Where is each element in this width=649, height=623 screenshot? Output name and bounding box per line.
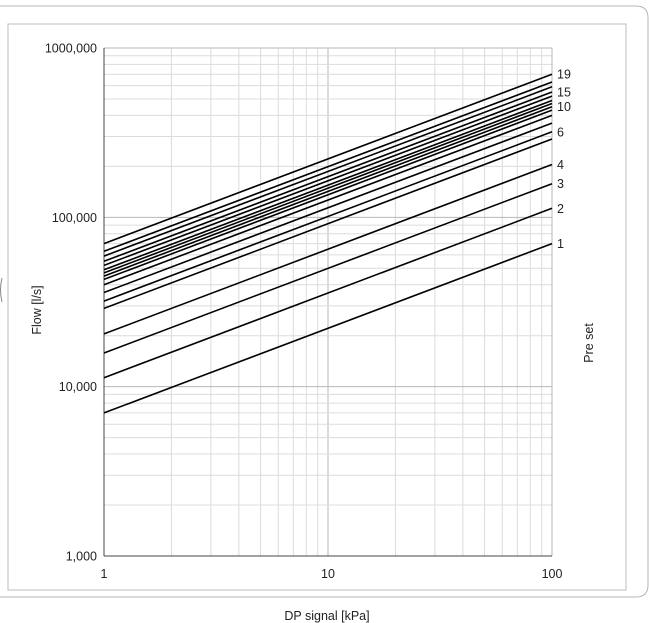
x-tick-label: 100 <box>542 567 563 581</box>
y-axis-title: Flow [l/s] <box>30 285 44 334</box>
y-tick-label: 10,000 <box>59 380 97 394</box>
series-label: 6 <box>557 125 564 139</box>
series-lines <box>103 73 553 414</box>
y-tick-label: 1,000 <box>66 550 97 564</box>
series-line-11 <box>103 102 553 274</box>
x-tick-label: 1 <box>101 567 108 581</box>
series-label: 2 <box>557 202 564 216</box>
y-tick-label: 100,000 <box>52 211 97 225</box>
series-label: 19 <box>557 68 571 82</box>
series-line-16 <box>103 81 553 253</box>
right-axis-title: Pre set <box>582 323 596 363</box>
series-line-3 <box>103 182 553 354</box>
x-axis-title: DP signal [kPa] <box>284 609 369 623</box>
series-line-6 <box>103 131 553 302</box>
y-tick-label: 1000,000 <box>45 42 97 56</box>
series-label: 10 <box>557 100 571 114</box>
series-label: 3 <box>557 177 564 191</box>
y-tick-labels: 1,000 10,000 100,000 1000,000 <box>45 42 97 564</box>
series-line-4 <box>103 163 553 335</box>
series-line-15 <box>103 86 553 257</box>
series-label: 15 <box>557 85 571 99</box>
x-tick-labels: 1 10 100 <box>101 567 563 581</box>
grid <box>103 47 553 557</box>
series-line-10 <box>103 105 553 277</box>
series-line-14 <box>103 91 553 263</box>
series-line-17 <box>103 73 553 245</box>
series-line-2 <box>103 207 553 379</box>
series-line-13 <box>103 95 553 267</box>
series-label: 1 <box>557 237 564 251</box>
series-line-5 <box>103 138 553 310</box>
series-line-12 <box>103 99 553 271</box>
series-line-7 <box>103 122 553 294</box>
series-label: 4 <box>557 158 564 172</box>
series-line-8 <box>103 114 553 286</box>
series-line-1 <box>103 242 553 414</box>
series-line-9 <box>103 109 553 281</box>
x-tick-label: 10 <box>321 567 335 581</box>
